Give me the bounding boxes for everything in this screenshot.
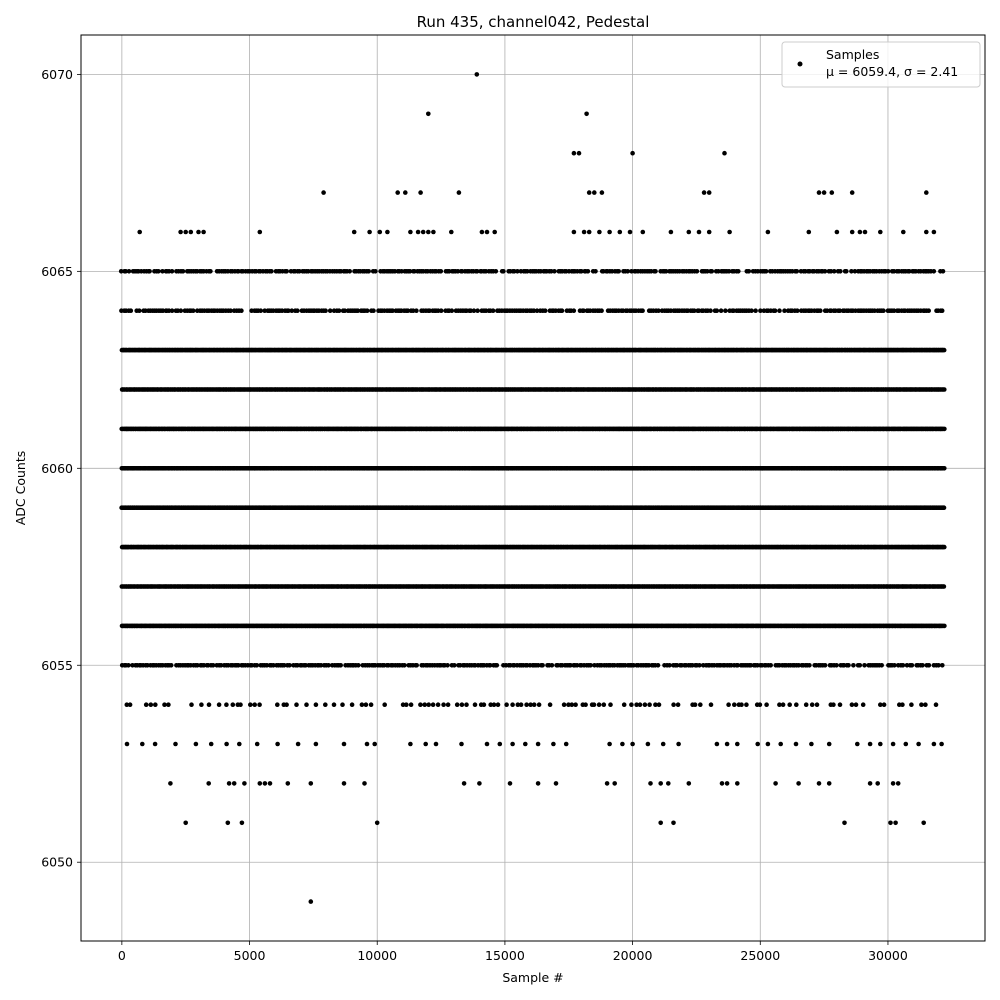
data-points bbox=[118, 72, 947, 904]
data-point bbox=[942, 466, 947, 471]
data-point bbox=[941, 584, 947, 589]
data-point bbox=[942, 426, 947, 432]
data-point bbox=[941, 505, 947, 511]
data-point bbox=[942, 623, 947, 629]
data-point bbox=[942, 544, 947, 550]
